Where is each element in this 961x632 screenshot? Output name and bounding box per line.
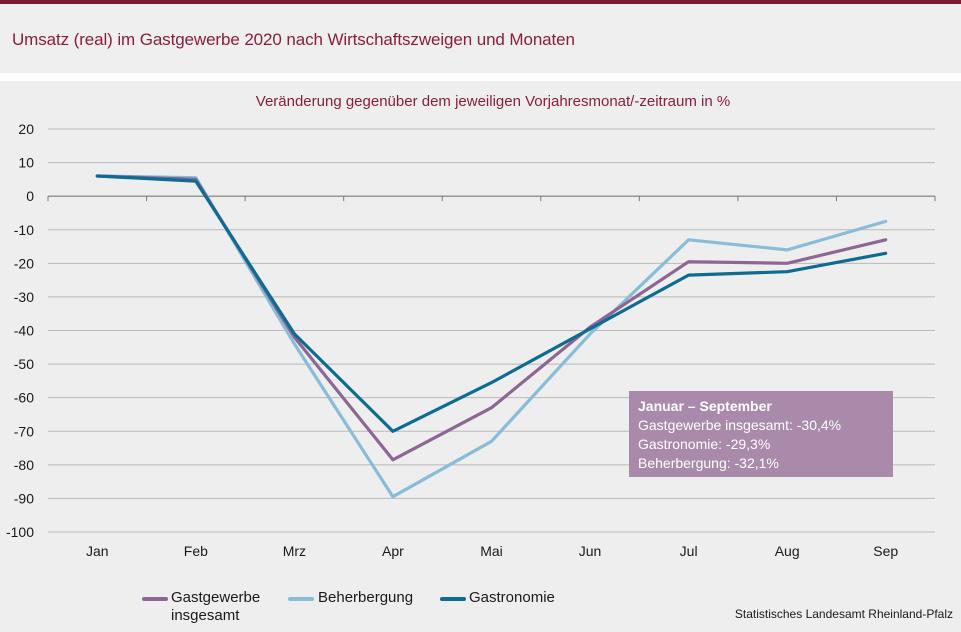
header-separator <box>0 73 961 81</box>
infobox-line-beherbergung: Beherbergung: -32,1% <box>638 455 779 471</box>
x-tick-label: Jun <box>579 543 602 559</box>
infobox-line-gastronomie: Gastronomie: -29,3% <box>638 436 771 452</box>
legend-swatch <box>288 597 314 601</box>
legend-swatch <box>440 597 466 601</box>
x-tick-label: Apr <box>382 543 404 559</box>
x-tick-label: Mrz <box>283 543 306 559</box>
legend-label-line: insgesamt <box>171 607 240 624</box>
y-tick-label: -60 <box>14 390 34 406</box>
y-tick-label: 10 <box>18 155 34 171</box>
legend-label: Gastgewerbe insgesamt <box>171 589 260 625</box>
source-note: Statistisches Landesamt Rheinland-Pfalz <box>734 607 953 621</box>
legend-label-line: Gastronomie <box>469 589 555 606</box>
infobox-line-gastgewerbe: Gastgewerbe insgesamt: -30,4% <box>638 417 842 433</box>
y-tick-label: 20 <box>18 121 34 137</box>
y-tick-label: 0 <box>26 188 34 204</box>
x-tick-label: Feb <box>184 543 208 559</box>
summary-infobox: Januar – September Gastgewerbe insgesamt… <box>629 391 893 477</box>
y-tick-label: -70 <box>14 423 34 439</box>
chart-background <box>0 81 961 632</box>
legend-label-line: Gastgewerbe <box>171 589 261 606</box>
legend-swatch <box>142 597 168 601</box>
legend-label-line: Beherbergung <box>318 589 414 606</box>
x-tick-label: Mai <box>480 543 503 559</box>
chart-subtitle: Veränderung gegenüber dem jeweiligen Vor… <box>256 93 730 110</box>
series-line-gastronomie <box>95 174 888 433</box>
x-tick-label: Sep <box>873 543 898 559</box>
legend-label: Beherbergung <box>318 589 413 607</box>
x-tick-label: Jul <box>680 543 698 559</box>
page-title: Umsatz (real) im Gastgewerbe 2020 nach W… <box>12 30 575 49</box>
header: Umsatz (real) im Gastgewerbe 2020 nach W… <box>0 4 961 74</box>
y-tick-label: -80 <box>14 457 34 473</box>
legend-label: Gastronomie <box>469 589 555 607</box>
x-tick-label: Aug <box>775 543 800 559</box>
y-tick-label: -30 <box>14 289 34 305</box>
y-tick-label: -50 <box>14 356 34 372</box>
y-tick-label: -40 <box>14 323 34 339</box>
y-tick-label: -90 <box>14 490 34 506</box>
y-tick-label: -10 <box>14 222 34 238</box>
x-tick-label: Jan <box>86 543 109 559</box>
infobox-heading: Januar – September <box>638 398 772 414</box>
y-tick-label: -100 <box>6 524 34 540</box>
y-tick-label: -20 <box>14 255 34 271</box>
top-accent-bar <box>0 0 961 4</box>
